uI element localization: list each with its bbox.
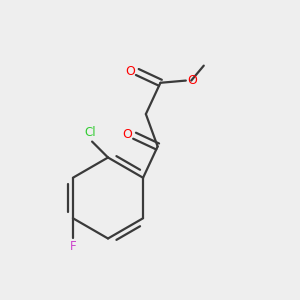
Text: Cl: Cl bbox=[85, 126, 96, 139]
Text: O: O bbox=[187, 74, 197, 87]
Text: O: O bbox=[125, 64, 135, 78]
Text: F: F bbox=[70, 240, 76, 253]
Text: O: O bbox=[122, 128, 132, 141]
